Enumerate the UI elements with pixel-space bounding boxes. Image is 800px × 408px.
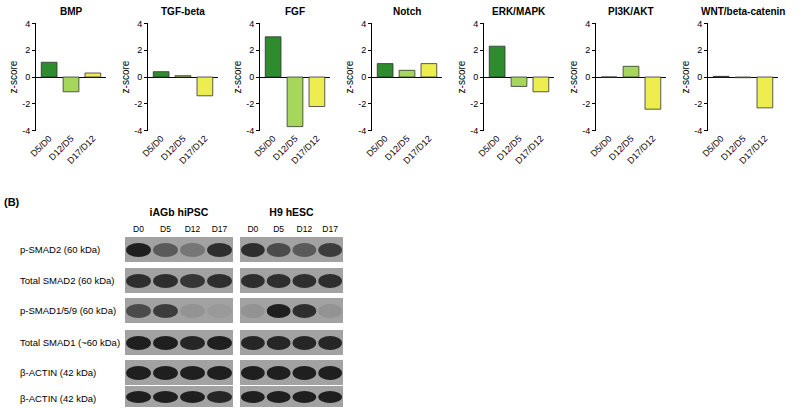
svg-text:2: 2 [697, 45, 702, 55]
svg-text:z-score: z-score [680, 60, 691, 93]
svg-text:iAGb hiPSC: iAGb hiPSC [150, 206, 209, 218]
svg-text:D12/D5: D12/D5 [159, 134, 188, 163]
svg-text:-4: -4 [134, 126, 142, 136]
svg-text:-2: -2 [246, 99, 254, 109]
svg-text:ERK/MAPK: ERK/MAPK [492, 6, 546, 17]
svg-text:WNT/beta-catenin: WNT/beta-catenin [701, 6, 785, 17]
svg-text:-2: -2 [22, 99, 30, 109]
svg-text:D5/D0: D5/D0 [477, 134, 502, 159]
svg-text:4: 4 [585, 19, 590, 29]
svg-text:β-ACTIN (42 kDa): β-ACTIN (42 kDa) [20, 393, 96, 404]
svg-text:-2: -2 [134, 99, 142, 109]
svg-text:D5/D0: D5/D0 [141, 134, 166, 159]
svg-text:2: 2 [361, 45, 366, 55]
svg-text:D17/D12: D17/D12 [737, 134, 769, 166]
svg-text:p-SMAD1/5/9 (60 kDa): p-SMAD1/5/9 (60 kDa) [20, 305, 116, 316]
svg-text:z-score: z-score [8, 60, 19, 93]
svg-text:-2: -2 [470, 99, 478, 109]
svg-text:z-score: z-score [120, 60, 131, 93]
svg-text:D12/D5: D12/D5 [47, 134, 76, 163]
svg-text:z-score: z-score [568, 60, 579, 93]
svg-text:D0: D0 [133, 224, 144, 234]
svg-text:β-ACTIN (42 kDa): β-ACTIN (42 kDa) [20, 367, 96, 378]
svg-text:z-score: z-score [232, 60, 243, 93]
svg-text:-4: -4 [694, 126, 702, 136]
svg-text:2: 2 [249, 45, 254, 55]
svg-text:(B): (B) [4, 196, 20, 208]
svg-text:4: 4 [697, 19, 702, 29]
svg-text:D17/D12: D17/D12 [401, 134, 433, 166]
svg-text:D17/D12: D17/D12 [65, 134, 97, 166]
svg-text:-4: -4 [470, 126, 478, 136]
svg-text:z-score: z-score [456, 60, 467, 93]
svg-text:0: 0 [473, 72, 478, 82]
svg-text:-2: -2 [694, 99, 702, 109]
svg-text:D12/D5: D12/D5 [719, 134, 748, 163]
svg-text:D12/D5: D12/D5 [383, 134, 412, 163]
svg-text:0: 0 [585, 72, 590, 82]
svg-text:D5/D0: D5/D0 [701, 134, 726, 159]
svg-text:Total SMAD1 (~60 kDa): Total SMAD1 (~60 kDa) [20, 337, 120, 348]
svg-text:4: 4 [473, 19, 478, 29]
svg-text:-4: -4 [246, 126, 254, 136]
svg-text:PI3K/AKT: PI3K/AKT [608, 6, 654, 17]
svg-text:2: 2 [473, 45, 478, 55]
svg-text:0: 0 [361, 72, 366, 82]
svg-text:p-SMAD2 (60 kDa): p-SMAD2 (60 kDa) [20, 244, 100, 255]
svg-text:D12/D5: D12/D5 [607, 134, 636, 163]
svg-text:D5/D0: D5/D0 [253, 134, 278, 159]
svg-text:H9 hESC: H9 hESC [269, 206, 314, 218]
svg-text:D5: D5 [273, 224, 284, 234]
svg-text:D0: D0 [247, 224, 258, 234]
svg-text:4: 4 [137, 19, 142, 29]
svg-text:0: 0 [697, 72, 702, 82]
svg-text:BMP: BMP [60, 6, 83, 17]
svg-text:z-score: z-score [344, 60, 355, 93]
svg-text:FGF: FGF [285, 6, 305, 17]
svg-text:0: 0 [25, 72, 30, 82]
svg-text:D17/D12: D17/D12 [177, 134, 209, 166]
svg-text:-2: -2 [582, 99, 590, 109]
svg-text:TGF-beta: TGF-beta [161, 6, 205, 17]
svg-text:D12/D5: D12/D5 [271, 134, 300, 163]
svg-text:D5/D0: D5/D0 [29, 134, 54, 159]
svg-text:D5/D0: D5/D0 [589, 134, 614, 159]
svg-text:D12: D12 [297, 224, 313, 234]
svg-text:Total SMAD2 (60 kDa): Total SMAD2 (60 kDa) [20, 275, 115, 286]
svg-text:0: 0 [249, 72, 254, 82]
svg-text:-4: -4 [358, 126, 366, 136]
svg-text:0: 0 [137, 72, 142, 82]
svg-text:D17/D12: D17/D12 [289, 134, 321, 166]
svg-text:-2: -2 [358, 99, 366, 109]
svg-text:D17: D17 [212, 224, 228, 234]
svg-text:D17/D12: D17/D12 [625, 134, 657, 166]
svg-text:-4: -4 [582, 126, 590, 136]
svg-text:D12: D12 [185, 224, 201, 234]
svg-text:D17: D17 [322, 224, 338, 234]
svg-text:2: 2 [585, 45, 590, 55]
svg-text:4: 4 [249, 19, 254, 29]
svg-text:Notch: Notch [393, 6, 421, 17]
svg-text:-4: -4 [22, 126, 30, 136]
svg-text:D5/D0: D5/D0 [365, 134, 390, 159]
svg-text:D12/D5: D12/D5 [495, 134, 524, 163]
svg-text:4: 4 [361, 19, 366, 29]
svg-text:D5: D5 [160, 224, 171, 234]
svg-text:4: 4 [25, 19, 30, 29]
svg-text:2: 2 [137, 45, 142, 55]
svg-text:2: 2 [25, 45, 30, 55]
svg-text:D17/D12: D17/D12 [513, 134, 545, 166]
